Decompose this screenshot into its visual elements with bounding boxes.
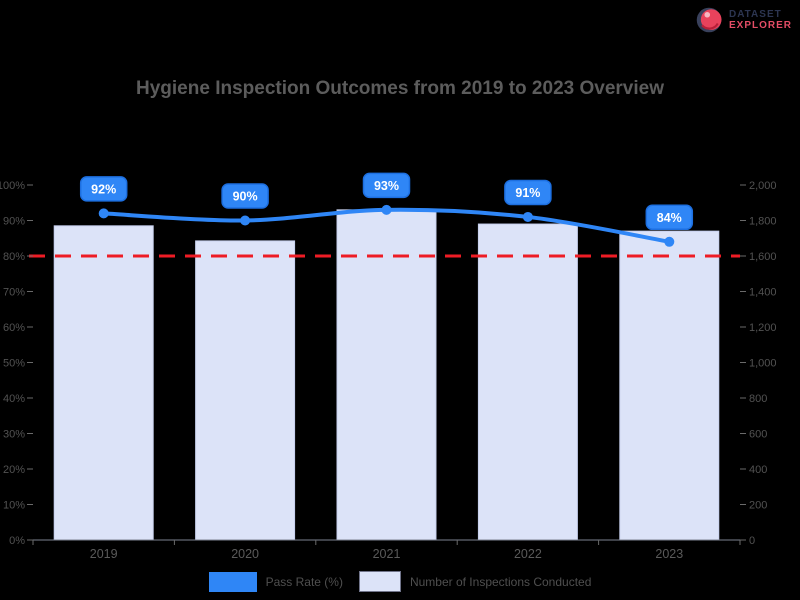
bar xyxy=(336,209,437,541)
data-label: 92% xyxy=(91,182,116,196)
right-tick-label: 2,000 xyxy=(749,180,777,192)
x-axis-label: 2022 xyxy=(514,547,542,561)
data-label: 91% xyxy=(515,186,540,200)
left-tick-label: 50% xyxy=(3,358,25,370)
data-label: 93% xyxy=(374,179,399,193)
line-marker xyxy=(98,208,109,219)
right-tick-label: 800 xyxy=(749,393,767,405)
data-label: 84% xyxy=(657,211,682,225)
left-tick-label: 80% xyxy=(3,251,25,263)
data-label: 90% xyxy=(233,190,258,204)
left-tick-label: 100% xyxy=(0,180,25,192)
app-logo: DATASET EXPLORER xyxy=(695,6,792,34)
left-tick-label: 70% xyxy=(3,287,25,299)
chart-legend: Pass Rate (%) Number of Inspections Cond… xyxy=(0,571,800,592)
bar xyxy=(477,223,578,541)
line-marker xyxy=(381,204,392,215)
left-tick-label: 60% xyxy=(3,322,25,334)
x-axis-label: 2021 xyxy=(373,547,401,561)
right-tick-label: 400 xyxy=(749,464,767,476)
left-tick-label: 40% xyxy=(3,393,25,405)
legend-swatch-bar-series xyxy=(358,571,401,592)
bar xyxy=(53,225,154,541)
logo-sphere-icon xyxy=(696,7,722,33)
x-axis-label: 2019 xyxy=(90,547,118,561)
left-tick-label: 20% xyxy=(3,464,25,476)
left-tick-label: 0% xyxy=(9,535,25,547)
data-label-pill xyxy=(79,176,128,202)
left-tick-label: 30% xyxy=(3,429,25,441)
logo-text-line1: DATASET xyxy=(728,8,782,20)
right-tick-label: 1,400 xyxy=(749,287,777,299)
line-marker xyxy=(664,236,675,247)
right-tick-label: 1,800 xyxy=(749,216,777,228)
right-tick-label: 200 xyxy=(749,500,767,512)
legend-label-pass-rate: Pass Rate (%) xyxy=(265,574,343,589)
right-tick-label: 0 xyxy=(749,535,755,547)
right-tick-label: 1,000 xyxy=(749,358,777,370)
legend-label-inspections: Number of Inspections Conducted xyxy=(409,574,592,589)
legend-item-inspections: Number of Inspections Conducted xyxy=(358,571,592,592)
x-axis-label: 2023 xyxy=(655,547,683,561)
line-marker xyxy=(240,215,251,226)
data-label-pill xyxy=(362,172,411,199)
line-marker xyxy=(522,211,533,222)
right-tick-label: 1,200 xyxy=(749,322,777,334)
data-label-pill xyxy=(221,183,269,209)
right-tick-label: 600 xyxy=(749,429,767,441)
bar xyxy=(195,240,296,541)
bar xyxy=(619,230,720,541)
data-label-pill xyxy=(504,179,552,206)
data-label-pill xyxy=(645,204,694,231)
legend-item-pass-rate: Pass Rate (%) xyxy=(208,571,343,592)
logo-text-line2: EXPLORER xyxy=(728,20,792,31)
left-tick-label: 90% xyxy=(3,216,25,228)
chart-title: Hygiene Inspection Outcomes from 2019 to… xyxy=(136,78,664,99)
left-tick-label: 10% xyxy=(3,500,25,512)
legend-swatch-line-series xyxy=(208,571,257,592)
right-tick-label: 1,600 xyxy=(749,251,777,263)
x-axis-label: 2020 xyxy=(231,547,259,561)
